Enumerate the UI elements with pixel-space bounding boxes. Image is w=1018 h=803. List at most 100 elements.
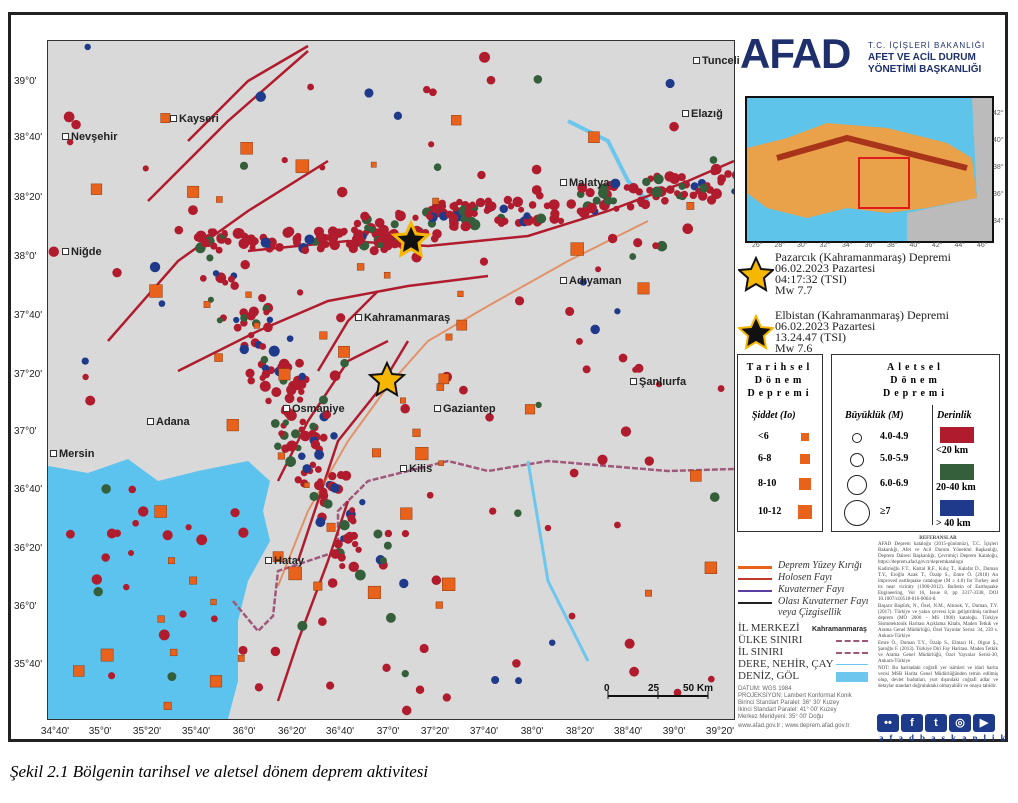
epicenter-dot (503, 195, 513, 205)
epicenter-dot (636, 196, 646, 205)
epicenter-dot (215, 246, 223, 254)
epicenter-dot (270, 419, 280, 428)
epicenter-dot (709, 492, 720, 502)
epicenter-dot (347, 514, 356, 523)
epicenter-dot (548, 639, 556, 646)
epicenter-dot (624, 638, 635, 649)
symbol-legend-label: İL MERKEZİ (738, 622, 800, 634)
line-legend-swatch (738, 578, 772, 580)
magnitude-circle (847, 475, 867, 495)
epicenter-dot (475, 197, 486, 208)
depth-class: 20-40 km (936, 482, 976, 493)
epicenter-dot (369, 246, 379, 256)
epicenter-dot (459, 385, 468, 395)
social-handle: afadbaskanlik (879, 733, 1012, 743)
hist-title-1: Tarihsel (746, 362, 814, 373)
epicenter-dot (196, 534, 208, 546)
epicenter-dot (309, 422, 317, 431)
epicenter-dot (512, 659, 521, 668)
historical-quake-square (154, 505, 167, 518)
epicenter-dot (399, 578, 409, 589)
epicenter-dot (266, 316, 274, 324)
intensity-square (800, 454, 810, 464)
depth-class: <20 km (936, 445, 969, 456)
epicenter-dot (597, 454, 608, 465)
epicenter-dot (216, 317, 223, 324)
instagram-icon[interactable]: ◎ (949, 714, 971, 732)
epicenter-dot (717, 174, 727, 184)
city-label: Mersin (50, 448, 94, 460)
epicenter-dot (254, 683, 264, 692)
depth-class: > 40 km (936, 518, 971, 529)
epicenter-dot (288, 380, 298, 391)
epicenter-dot (241, 236, 251, 246)
mainshock-name: Elbistan (Kahramanmaraş) Depremi (775, 308, 949, 322)
historical-quake-square (415, 447, 429, 461)
scale-label-25: 25 (648, 683, 660, 694)
epicenter-dot (222, 279, 229, 286)
epicenter-dot (330, 483, 340, 493)
historical-quake-square (168, 557, 175, 565)
epicenter-dot (278, 430, 285, 437)
epicenter-dot (284, 393, 295, 404)
city-label: Malatya (560, 177, 609, 189)
epicenter-dot (247, 332, 255, 339)
epicenter-dot (618, 353, 628, 363)
epicenter-dot (355, 546, 362, 553)
twitter-icon[interactable]: t (925, 714, 947, 732)
epicenter-dot (297, 380, 307, 390)
projection-info: Merkez Meridyeni: 35° 00' Doğu (738, 714, 824, 720)
epicenter-dot (247, 377, 255, 385)
epicenter-dot (499, 204, 509, 214)
epicenter-dots (48, 43, 734, 716)
epicenter-dot (158, 629, 170, 641)
epicenter-dot (515, 677, 522, 685)
historical-quake-square (524, 404, 536, 415)
youtube-icon[interactable]: ▶ (973, 714, 995, 732)
epicenter-dot (295, 358, 304, 368)
epicenter-dot (239, 344, 249, 355)
epicenter-dot (333, 539, 343, 549)
epicenter-dot (445, 210, 454, 219)
magnitude-class: ≥7 (880, 506, 891, 517)
facebook-icon[interactable]: f (901, 714, 923, 732)
lon-tick-label: 38°20' (565, 726, 595, 737)
historical-quake-square (436, 383, 445, 391)
historical-quake-square (237, 654, 245, 662)
lon-tick-label: 37°0' (376, 726, 400, 737)
epicenter-dot (597, 187, 609, 199)
epicenter-dot (268, 345, 280, 357)
historical-quake-square (100, 648, 114, 662)
epicenter-dot (201, 238, 210, 248)
epicenter-dot (310, 439, 321, 450)
inset-lon-tick: 32° (819, 242, 831, 249)
epicenter-dot (300, 430, 311, 442)
lon-tick-label: 35°40' (181, 726, 211, 737)
epicenter-dot (429, 88, 437, 97)
epicenter-dot (629, 253, 637, 260)
historical-quake-square (149, 284, 163, 298)
epicenter-dot (246, 311, 256, 321)
lon-tick-label: 37°20' (420, 726, 450, 737)
epicenter-dot (128, 550, 135, 557)
inset-lat-tick: 40° (993, 137, 1004, 144)
epicenter-dot (240, 314, 248, 322)
epicenter-dot (595, 266, 602, 273)
historical-quake-square (367, 585, 381, 599)
historical-quake-square (189, 576, 198, 585)
historical-quake-square (442, 577, 456, 591)
inset-lon-tick: 26° (752, 242, 763, 249)
inset-lon-tick: 44° (954, 242, 966, 249)
magnitude-class: 4.0-4.9 (880, 431, 909, 442)
historical-quake-square (288, 566, 302, 581)
epicenter-dot (258, 293, 267, 303)
flickr-icon[interactable]: •• (877, 714, 899, 732)
epicenter-dot (84, 43, 91, 51)
epicenter-dot (603, 196, 613, 206)
mainshock-time: 13.24.47 (TSI) (775, 330, 846, 344)
epicenter-dot (400, 403, 410, 414)
epicenter-dot (486, 75, 496, 85)
epicenter-dot (568, 612, 576, 620)
epicenter-dot (634, 363, 644, 373)
epicenter-dot (339, 520, 350, 531)
